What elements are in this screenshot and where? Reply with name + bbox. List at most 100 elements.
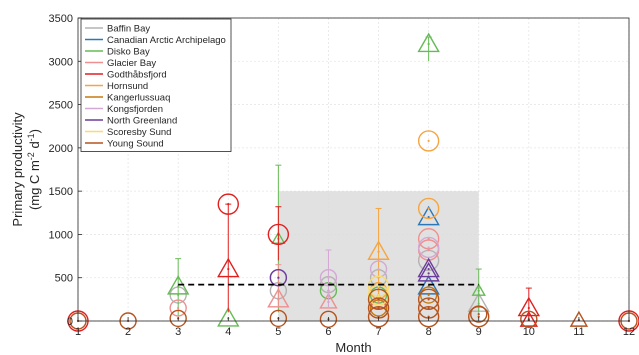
y-axis-label-sup2: -1 xyxy=(26,133,36,141)
y-axis-label-suffix: ) xyxy=(27,129,42,133)
y-axis-label-line2: (mg C m-2 d-1) xyxy=(26,129,42,210)
data-point-center xyxy=(427,298,430,301)
data-point-circle xyxy=(417,288,440,311)
data-point-center xyxy=(427,315,430,318)
legend-label: Disko Bay xyxy=(107,47,150,58)
legend-label: Scoresby Sund xyxy=(107,127,171,138)
data-point-circle xyxy=(269,269,288,287)
data-point-circle xyxy=(417,197,440,220)
data-point-center xyxy=(327,276,330,279)
y-tick-label: 3000 xyxy=(49,56,73,68)
data-point-circle xyxy=(269,309,288,328)
y-tick-label: 2500 xyxy=(49,100,73,112)
data-point-center xyxy=(177,306,180,310)
x-tick-label: 3 xyxy=(175,326,181,338)
legend-label: Kongsfjorden xyxy=(107,104,163,115)
x-tick-label: 8 xyxy=(426,326,432,338)
data-point-triangle xyxy=(417,205,440,226)
data-point-circle xyxy=(417,228,440,250)
x-tick-label: 11 xyxy=(573,326,584,338)
x-tick-label: 9 xyxy=(476,326,482,338)
data-point-center xyxy=(277,233,280,236)
data-point-circle xyxy=(470,305,488,323)
data-point-center xyxy=(177,285,180,288)
x-tick-label: 2 xyxy=(125,326,131,338)
data-point-center xyxy=(527,306,530,310)
data-point-center xyxy=(427,306,430,310)
x-axis-label: Month xyxy=(335,340,371,355)
x-tick-label: 7 xyxy=(375,326,381,338)
data-point-circle xyxy=(520,310,538,328)
data-point-center xyxy=(427,237,430,240)
y-tick-label: 2000 xyxy=(49,143,73,155)
data-point-center xyxy=(377,289,380,292)
data-point-center xyxy=(477,315,480,318)
axes-frame xyxy=(77,17,630,322)
data-point-triangle xyxy=(517,296,541,317)
data-point-circle xyxy=(417,305,440,328)
data-point-center xyxy=(377,267,380,271)
data-point-circle xyxy=(367,275,390,298)
data-point-triangle xyxy=(217,306,240,327)
data-point-triangle xyxy=(471,283,486,296)
y-axis-label-prefix: (mg C m xyxy=(27,160,42,210)
data-point-center xyxy=(427,248,430,252)
y-tick-label: 1500 xyxy=(49,186,73,198)
x-tick-label: 12 xyxy=(623,326,635,338)
y-axis-label-sup1: -2 xyxy=(26,152,36,160)
y-axis-label-line1: Primary productivity xyxy=(10,112,25,227)
data-point-center xyxy=(277,298,280,301)
data-point-circle xyxy=(419,286,438,304)
axis-ticks: 1 2 3 4 5 6 7 8 9 10 11 120500100015002000250030003… xyxy=(49,13,636,338)
legend-label: Glacier Bay xyxy=(107,58,156,69)
legend-label: North Greenland xyxy=(107,116,177,127)
y-tick-label: 500 xyxy=(55,273,73,285)
x-tick-label: 1 xyxy=(75,326,81,338)
data-point-center xyxy=(377,285,380,288)
data-point-center xyxy=(427,216,430,219)
data-point-triangle xyxy=(417,32,440,53)
data-point-center xyxy=(377,300,380,304)
data-point-center xyxy=(427,139,430,143)
data-point-circle xyxy=(367,288,390,311)
y-axis-label-mid: d xyxy=(27,141,42,152)
data-point-center xyxy=(377,306,380,310)
legend-label: Baffin Bay xyxy=(107,24,150,35)
data-point-center xyxy=(427,246,430,249)
data-point-center xyxy=(427,267,430,271)
y-tick-label: 1000 xyxy=(49,229,73,241)
data-point-triangle xyxy=(569,310,589,327)
data-point-triangle xyxy=(417,257,440,278)
x-tick-label: 4 xyxy=(225,326,231,338)
data-point-center xyxy=(427,272,430,275)
data-point-center xyxy=(277,276,280,279)
data-point-center xyxy=(227,267,230,271)
data-point-triangle xyxy=(519,310,539,327)
data-point-triangle xyxy=(367,240,390,260)
data-point-circle xyxy=(169,299,187,317)
data-point-center xyxy=(427,293,430,297)
legend-box xyxy=(80,18,232,152)
data-point-center xyxy=(477,312,480,316)
data-point-center xyxy=(427,207,430,210)
data-point-circle xyxy=(319,310,338,328)
data-point-circle xyxy=(267,223,290,246)
data-point-circle xyxy=(367,305,390,328)
legend-label: Godthåbsfjord xyxy=(107,70,167,81)
legend-label: Young Sound xyxy=(107,139,164,150)
series-north-greenland xyxy=(269,257,440,287)
x-tick-label: 10 xyxy=(523,326,535,338)
legend-label: Canadian Arctic Archipelago xyxy=(107,35,226,46)
data-point-circle xyxy=(417,236,440,259)
data-point-triangle xyxy=(267,287,290,308)
data-point-triangle xyxy=(217,257,240,278)
data-point-triangle xyxy=(417,261,440,282)
data-point-center xyxy=(377,293,380,297)
legend-label: Kangerlussuaq xyxy=(107,93,170,104)
data-point-circle xyxy=(319,269,338,287)
legend-label: Hornsund xyxy=(107,81,148,92)
data-point-center xyxy=(377,315,380,318)
y-tick-label: 3500 xyxy=(49,13,73,25)
x-tick-label: 5 xyxy=(275,326,281,338)
